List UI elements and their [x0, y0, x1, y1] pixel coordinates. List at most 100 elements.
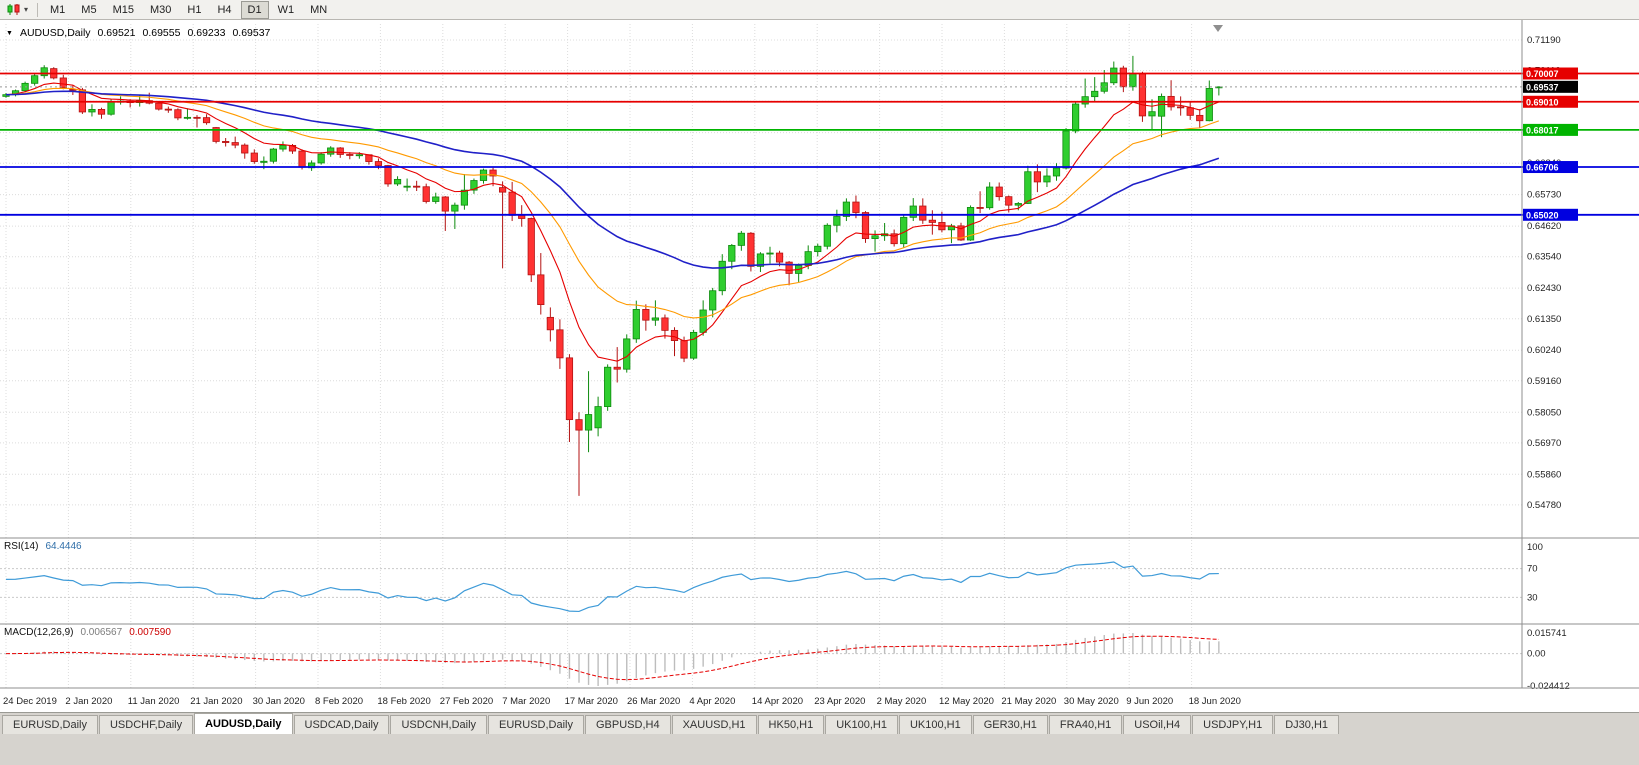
chart-tab-uk100-h1[interactable]: UK100,H1 — [898, 715, 972, 734]
chart-tab-hk50-h1[interactable]: HK50,H1 — [757, 715, 825, 734]
candle-body — [919, 205, 927, 221]
candle-body — [1129, 73, 1137, 88]
timeframe-button-M5[interactable]: M5 — [81, 3, 97, 16]
candle-body — [1033, 171, 1041, 183]
timeframe-button-W1[interactable]: W1 — [277, 3, 295, 16]
candle-body — [871, 235, 879, 239]
price-axis-area[interactable] — [1523, 20, 1639, 688]
candle-body — [1138, 73, 1147, 117]
chart-tab-xauusd-h1[interactable]: XAUUSD,H1 — [671, 715, 757, 734]
chart-tab-eurusd-daily[interactable]: EURUSD,Daily — [2, 715, 98, 734]
chart-tab-usdjpy-h1[interactable]: USDJPY,H1 — [1192, 715, 1274, 734]
price-axis-label: 0.60240 — [1527, 345, 1561, 356]
rsi-value: 64.4446 — [45, 541, 82, 552]
macd-name: MACD(12,26,9) — [4, 627, 74, 638]
ohlc-high: 0.69555 — [142, 27, 181, 39]
chart-window: 24 Dec 2019 2 Jan 2020 11 Jan 2020 21 Jan 2… — [0, 20, 1639, 712]
candle-body — [728, 244, 736, 262]
toolbar: ▾ M1 M5 M15 M30 H1 H4 D1 W1 MN — [0, 0, 1639, 20]
chart-tab-usoil-h4[interactable]: USOil,H4 — [1123, 715, 1192, 734]
chart-tab-gbpusd-h4[interactable]: GBPUSD,H4 — [585, 715, 671, 734]
price-axis-label: 0.62430 — [1527, 283, 1561, 294]
chart-tab-fra40-h1[interactable]: FRA40,H1 — [1048, 715, 1123, 734]
chart-type-dropdown-caret[interactable]: ▾ — [24, 4, 29, 14]
chart-tab-ger30-h1[interactable]: GER30,H1 — [972, 715, 1048, 734]
medium-ma-line — [5, 87, 1220, 319]
chart-type-button[interactable]: ▾ — [3, 1, 32, 18]
macd-histogram — [14, 633, 1220, 686]
candle-body — [1043, 175, 1051, 183]
candle-body — [260, 160, 268, 163]
macd-signal-line — [5, 635, 1219, 681]
price-badge — [1523, 67, 1578, 80]
chart-shift-marker-icon — [1213, 25, 1223, 32]
candle-body — [202, 117, 211, 124]
candle-body — [890, 233, 898, 245]
candle-body — [298, 150, 306, 168]
candle-body — [785, 261, 793, 274]
timeframe-button-MN[interactable]: MN — [310, 3, 328, 16]
date-label: 18 Feb 2020 — [377, 696, 430, 707]
price-axis-label: 0.63540 — [1527, 252, 1561, 263]
candle-body — [97, 109, 106, 115]
ohlc-open: 0.69521 — [97, 27, 136, 39]
price-badge-label: 0.69537 — [1526, 82, 1559, 92]
candle-body — [355, 154, 363, 157]
candle-body — [613, 366, 621, 370]
candle-body — [250, 152, 258, 162]
candle-body — [1024, 171, 1032, 204]
candle-body — [1157, 95, 1166, 117]
macd-main-value: 0.006567 — [80, 627, 123, 638]
candle-body — [498, 187, 507, 193]
candle-body — [1081, 96, 1089, 105]
chart-tab-usdcad-daily[interactable]: USDCAD,Daily — [293, 715, 390, 734]
chart-canvas[interactable]: 24 Dec 2019 2 Jan 2020 11 Jan 2020 21 Jan 2… — [0, 20, 1639, 712]
price-badge-label: 0.69010 — [1526, 97, 1559, 107]
candle-body — [222, 141, 230, 143]
time-axis-area[interactable] — [0, 690, 1522, 710]
timeframe-button-M30[interactable]: M30 — [149, 3, 172, 16]
date-label: 11 Jan 2020 — [128, 696, 180, 707]
candle-body — [183, 116, 192, 119]
candle-body — [164, 108, 172, 111]
price-badge — [1523, 208, 1578, 221]
rsi-name: RSI(14) — [4, 541, 39, 552]
candle-body — [451, 204, 459, 212]
candlestick-chart-icon — [7, 4, 20, 15]
candle-body — [441, 196, 449, 212]
candle-body — [661, 317, 669, 331]
timeframe-button-H4[interactable]: H4 — [217, 3, 232, 16]
date-label: 2 Jan 2020 — [65, 696, 112, 707]
chart-tab-usdchf-daily[interactable]: USDCHF,Daily — [98, 715, 194, 734]
candle-body — [775, 252, 784, 263]
date-label: 9 Jun 2020 — [1126, 696, 1173, 707]
timeframe-button-M1[interactable]: M1 — [50, 3, 66, 16]
chart-ohlc-header: ▼ AUDUSD,Daily 0.69521 0.69555 0.69233 0… — [6, 27, 270, 39]
candle-body — [1148, 111, 1156, 117]
timeframe-button-M15[interactable]: M15 — [112, 3, 134, 16]
chart-tab-uk100-h1[interactable]: UK100,H1 — [825, 715, 898, 734]
date-label: 30 Jan 2020 — [253, 696, 305, 707]
symbol-dropdown-icon[interactable]: ▼ — [6, 29, 13, 37]
price-axis-label: 0.56970 — [1527, 438, 1561, 449]
candle-body — [374, 161, 383, 166]
date-label: 21 May 2020 — [1001, 696, 1056, 707]
status-bar — [0, 734, 1639, 765]
price-axis-label: 0.58050 — [1527, 407, 1561, 418]
chart-tab-usdcnh-daily[interactable]: USDCNH,Daily — [390, 715, 488, 734]
candle-body — [957, 225, 965, 241]
candle-body — [279, 144, 287, 150]
chart-tab-eurusd-daily[interactable]: EURUSD,Daily — [488, 715, 584, 734]
candle-body — [833, 216, 841, 226]
date-label: 30 May 2020 — [1064, 696, 1119, 707]
timeframe-button-H1[interactable]: H1 — [187, 3, 202, 16]
price-badge-label: 0.68017 — [1526, 125, 1559, 135]
chart-tab-audusd-daily[interactable]: AUDUSD,Daily — [194, 713, 293, 734]
candle-body — [546, 316, 554, 331]
timeframe-button-D1[interactable]: D1 — [240, 0, 269, 19]
candle-body — [155, 102, 163, 110]
candle-body — [842, 201, 851, 217]
chart-tab-dj30-h1[interactable]: DJ30,H1 — [1274, 715, 1340, 734]
date-label: 17 Mar 2020 — [565, 696, 618, 707]
